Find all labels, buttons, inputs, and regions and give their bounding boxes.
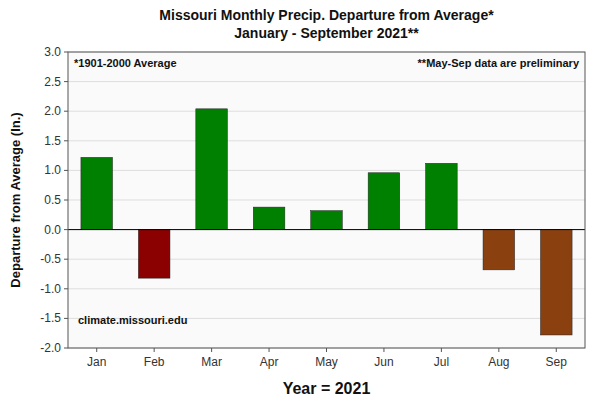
- x-tick-label: Sep: [546, 355, 568, 369]
- y-tick: [64, 140, 68, 141]
- y-tick: [64, 200, 68, 201]
- x-tick-label: Jun: [374, 355, 393, 369]
- plot-area: [68, 52, 585, 348]
- x-tick-label: Jul: [434, 355, 449, 369]
- x-tick: [96, 348, 97, 352]
- bar: [253, 207, 285, 229]
- y-tick: [64, 318, 68, 319]
- y-tick-label: -1.5: [40, 311, 61, 325]
- x-axis-label: Year = 2021: [283, 380, 371, 397]
- x-tick-label: Jan: [87, 355, 106, 369]
- x-tick-label: Apr: [260, 355, 279, 369]
- bar: [368, 173, 400, 230]
- bar: [196, 109, 228, 230]
- y-tick: [64, 259, 68, 260]
- x-tick: [556, 348, 557, 352]
- y-axis-label: Departure from Average (In.): [8, 112, 23, 287]
- grid-line: [68, 288, 585, 289]
- y-tick: [64, 348, 68, 349]
- y-tick: [64, 170, 68, 171]
- y-tick-label: 1.0: [44, 163, 61, 177]
- x-tick-label: Feb: [144, 355, 165, 369]
- grid-line: [68, 111, 585, 112]
- bar: [81, 157, 113, 229]
- y-tick: [64, 111, 68, 112]
- subtitle: January - September 2021**: [234, 25, 419, 41]
- plot-frame: [68, 52, 585, 348]
- y-tick-label: -0.5: [40, 252, 61, 266]
- grid-line: [68, 170, 585, 171]
- chart: -2.0 -1.5 -1.0 -0.5 0.0 0.5 1.0 1.5 2.0 2.5 3.0 Jan…: [0, 0, 600, 413]
- y-tick: [64, 288, 68, 289]
- bar: [483, 230, 515, 270]
- y-tick-label: 2.0: [44, 104, 61, 118]
- x-tick: [498, 348, 499, 352]
- grid-line: [68, 81, 585, 82]
- y-tick-label: 0.0: [44, 223, 61, 237]
- x-tick: [154, 348, 155, 352]
- y-tick: [64, 81, 68, 82]
- x-tick-label: May: [315, 355, 338, 369]
- bar: [426, 163, 458, 229]
- x-tick: [211, 348, 212, 352]
- x-tick: [326, 348, 327, 352]
- x-tick: [383, 348, 384, 352]
- bar: [138, 230, 170, 279]
- grid-line: [68, 200, 585, 201]
- annotation: *1901-2000 Average: [74, 57, 177, 69]
- bars: [81, 109, 572, 335]
- y-tick-label: 1.5: [44, 134, 61, 148]
- grid-line: [68, 140, 585, 141]
- zero-line: [68, 229, 585, 230]
- annotation: climate.missouri.edu: [78, 314, 187, 326]
- bar: [540, 230, 572, 335]
- y-tick: [64, 52, 68, 53]
- x-tick-label: Mar: [201, 355, 222, 369]
- annotation: **May-Sep data are preliminary: [418, 57, 580, 69]
- y-tick-label: -2.0: [40, 341, 61, 355]
- x-tick: [269, 348, 270, 352]
- bar: [311, 211, 343, 230]
- x-tick-label: Aug: [488, 355, 509, 369]
- title: Missouri Monthly Precip. Departure from …: [159, 7, 494, 23]
- y-tick-label: 0.5: [44, 193, 61, 207]
- x-tick: [441, 348, 442, 352]
- y-tick-label: -1.0: [40, 282, 61, 296]
- grid-line: [68, 229, 585, 230]
- y-tick-label: 3.0: [44, 45, 61, 59]
- y-tick: [64, 229, 68, 230]
- y-tick-label: 2.5: [44, 75, 61, 89]
